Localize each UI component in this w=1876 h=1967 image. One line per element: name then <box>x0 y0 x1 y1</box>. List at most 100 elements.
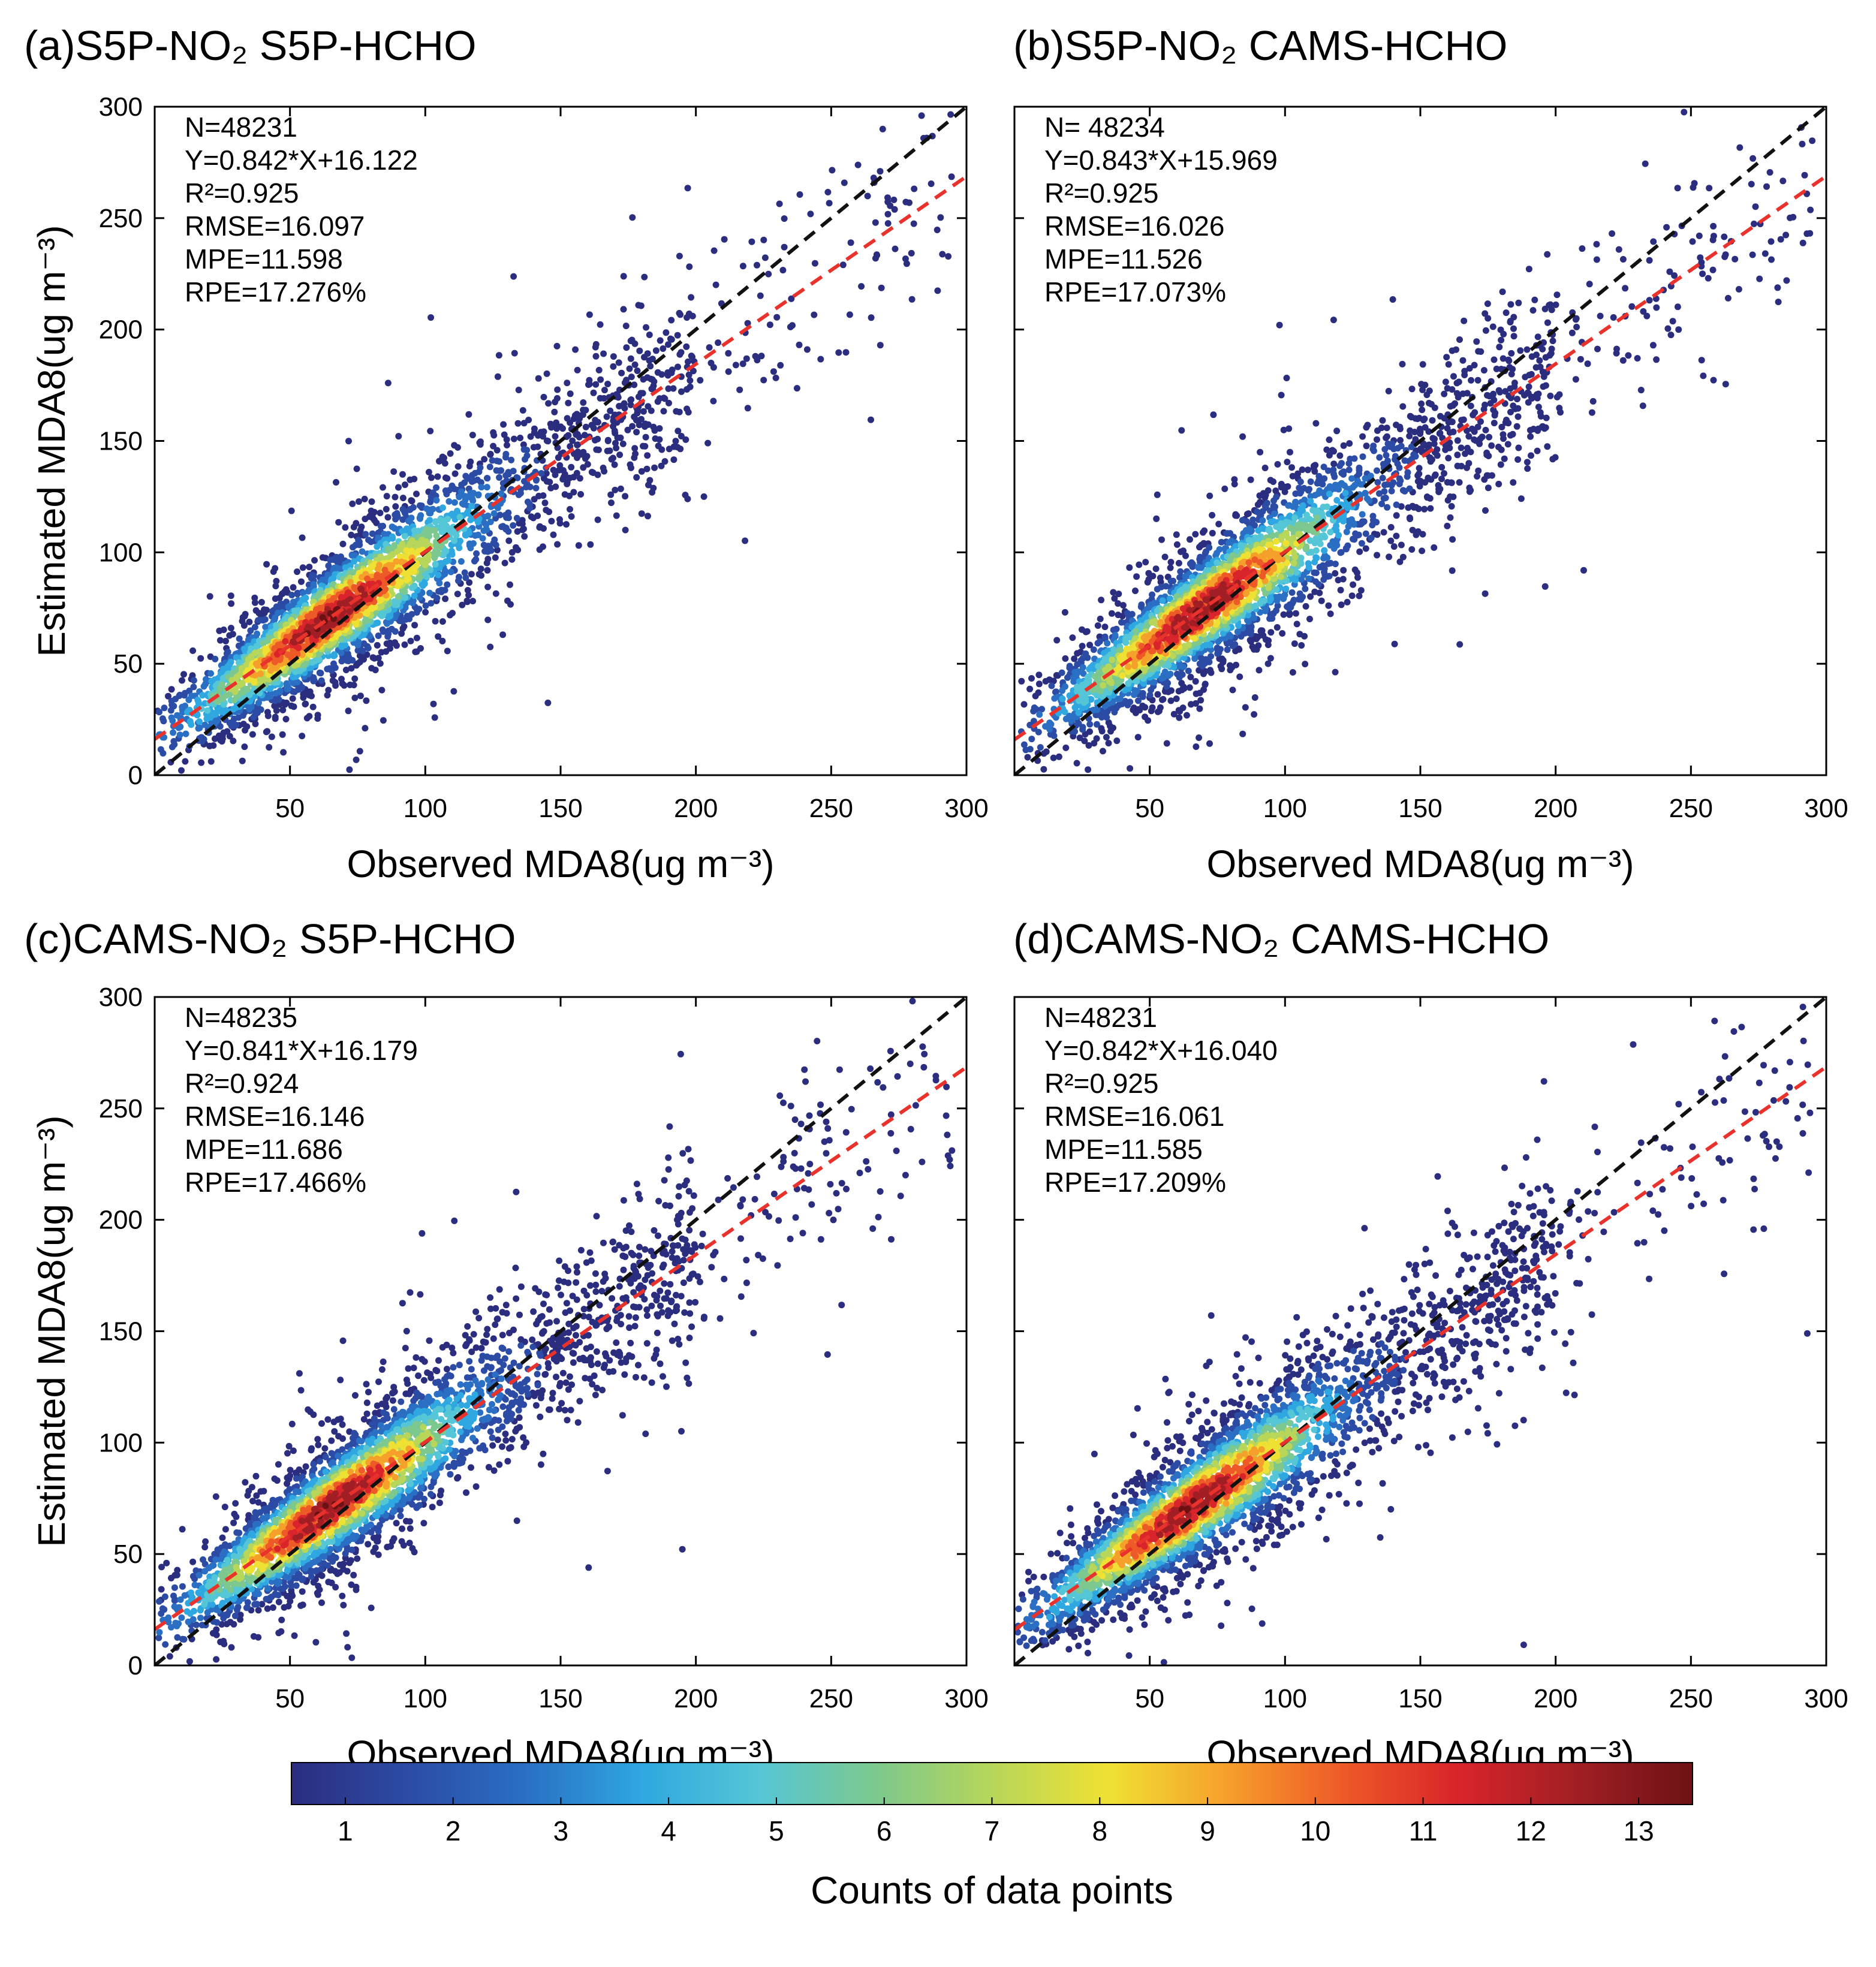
data-point <box>1356 470 1363 477</box>
data-point <box>1249 643 1256 650</box>
data-point <box>1159 696 1166 703</box>
data-point <box>490 510 498 517</box>
data-point <box>206 742 213 749</box>
data-point <box>276 595 283 601</box>
data-point <box>1438 463 1446 471</box>
data-point <box>1327 610 1334 617</box>
data-point <box>1508 370 1515 378</box>
data-point <box>357 692 364 700</box>
data-point <box>290 584 297 591</box>
data-point <box>466 542 473 549</box>
data-point <box>1473 338 1480 345</box>
data-point <box>1454 451 1461 459</box>
data-point <box>505 537 513 544</box>
data-point <box>282 638 289 645</box>
data-point <box>1464 427 1470 434</box>
data-point <box>484 583 492 591</box>
data-point <box>439 560 445 567</box>
data-point <box>425 469 432 475</box>
data-point <box>457 488 465 495</box>
data-point <box>934 287 941 294</box>
data-point <box>553 342 561 350</box>
data-point <box>380 717 387 724</box>
data-point <box>1441 390 1448 397</box>
data-point <box>1709 266 1717 273</box>
data-point <box>640 408 647 415</box>
data-point <box>1699 270 1706 278</box>
data-point <box>781 243 788 251</box>
data-point <box>272 713 279 721</box>
data-point <box>1267 655 1274 662</box>
data-point <box>1187 536 1193 543</box>
data-point <box>1337 549 1344 556</box>
data-point <box>1352 530 1359 537</box>
data-point <box>1173 541 1181 548</box>
data-point <box>468 478 475 485</box>
data-point <box>817 356 824 363</box>
data-point <box>891 206 898 213</box>
data-point <box>1391 640 1398 647</box>
data-point <box>1374 479 1381 486</box>
data-point <box>1504 441 1511 448</box>
data-point <box>597 394 604 402</box>
data-point <box>494 373 501 380</box>
data-point <box>1281 488 1288 495</box>
data-point <box>1350 581 1357 588</box>
data-point <box>1801 171 1808 179</box>
data-point <box>1340 442 1347 449</box>
data-point <box>412 648 419 655</box>
data-point <box>654 398 661 405</box>
data-point <box>1175 559 1182 567</box>
data-point <box>556 466 563 474</box>
one-to-one-line <box>155 107 966 775</box>
data-point <box>1320 562 1326 569</box>
data-point <box>502 451 510 457</box>
data-point <box>243 661 250 668</box>
data-point <box>884 194 891 201</box>
data-point <box>1653 356 1660 363</box>
data-point <box>887 202 894 209</box>
data-point <box>1414 472 1422 479</box>
data-point <box>1215 520 1222 528</box>
data-point <box>1547 392 1554 399</box>
data-point <box>590 424 597 432</box>
data-point <box>683 343 690 350</box>
data-point <box>1584 360 1591 368</box>
data-point <box>1236 673 1243 680</box>
data-point <box>1133 573 1140 580</box>
data-point <box>1444 479 1451 486</box>
data-point <box>186 718 194 725</box>
data-point <box>1513 423 1520 430</box>
data-point <box>1496 344 1503 351</box>
data-point <box>1411 429 1418 436</box>
data-point <box>1135 697 1142 704</box>
data-point <box>212 655 219 662</box>
data-point <box>1539 345 1546 353</box>
data-point <box>608 456 615 463</box>
data-point <box>666 369 673 376</box>
data-point <box>676 351 683 358</box>
data-point <box>1502 309 1510 317</box>
data-point <box>1381 446 1389 453</box>
data-point <box>547 484 555 492</box>
data-point <box>638 468 645 475</box>
data-point <box>892 245 899 252</box>
data-point <box>417 645 424 652</box>
data-point <box>543 507 550 514</box>
data-point <box>666 445 673 453</box>
data-point <box>216 707 224 715</box>
data-point <box>1126 564 1133 571</box>
data-point <box>1442 446 1449 453</box>
data-point <box>878 284 885 291</box>
data-point <box>408 584 415 591</box>
data-point <box>754 261 760 269</box>
data-point <box>398 630 405 637</box>
data-point <box>1426 441 1432 448</box>
data-point <box>1296 490 1303 497</box>
data-point <box>884 210 892 218</box>
data-point <box>392 516 399 523</box>
data-point <box>1180 547 1187 555</box>
data-point <box>298 578 305 585</box>
data-point <box>1035 680 1043 688</box>
data-point <box>1291 640 1298 647</box>
